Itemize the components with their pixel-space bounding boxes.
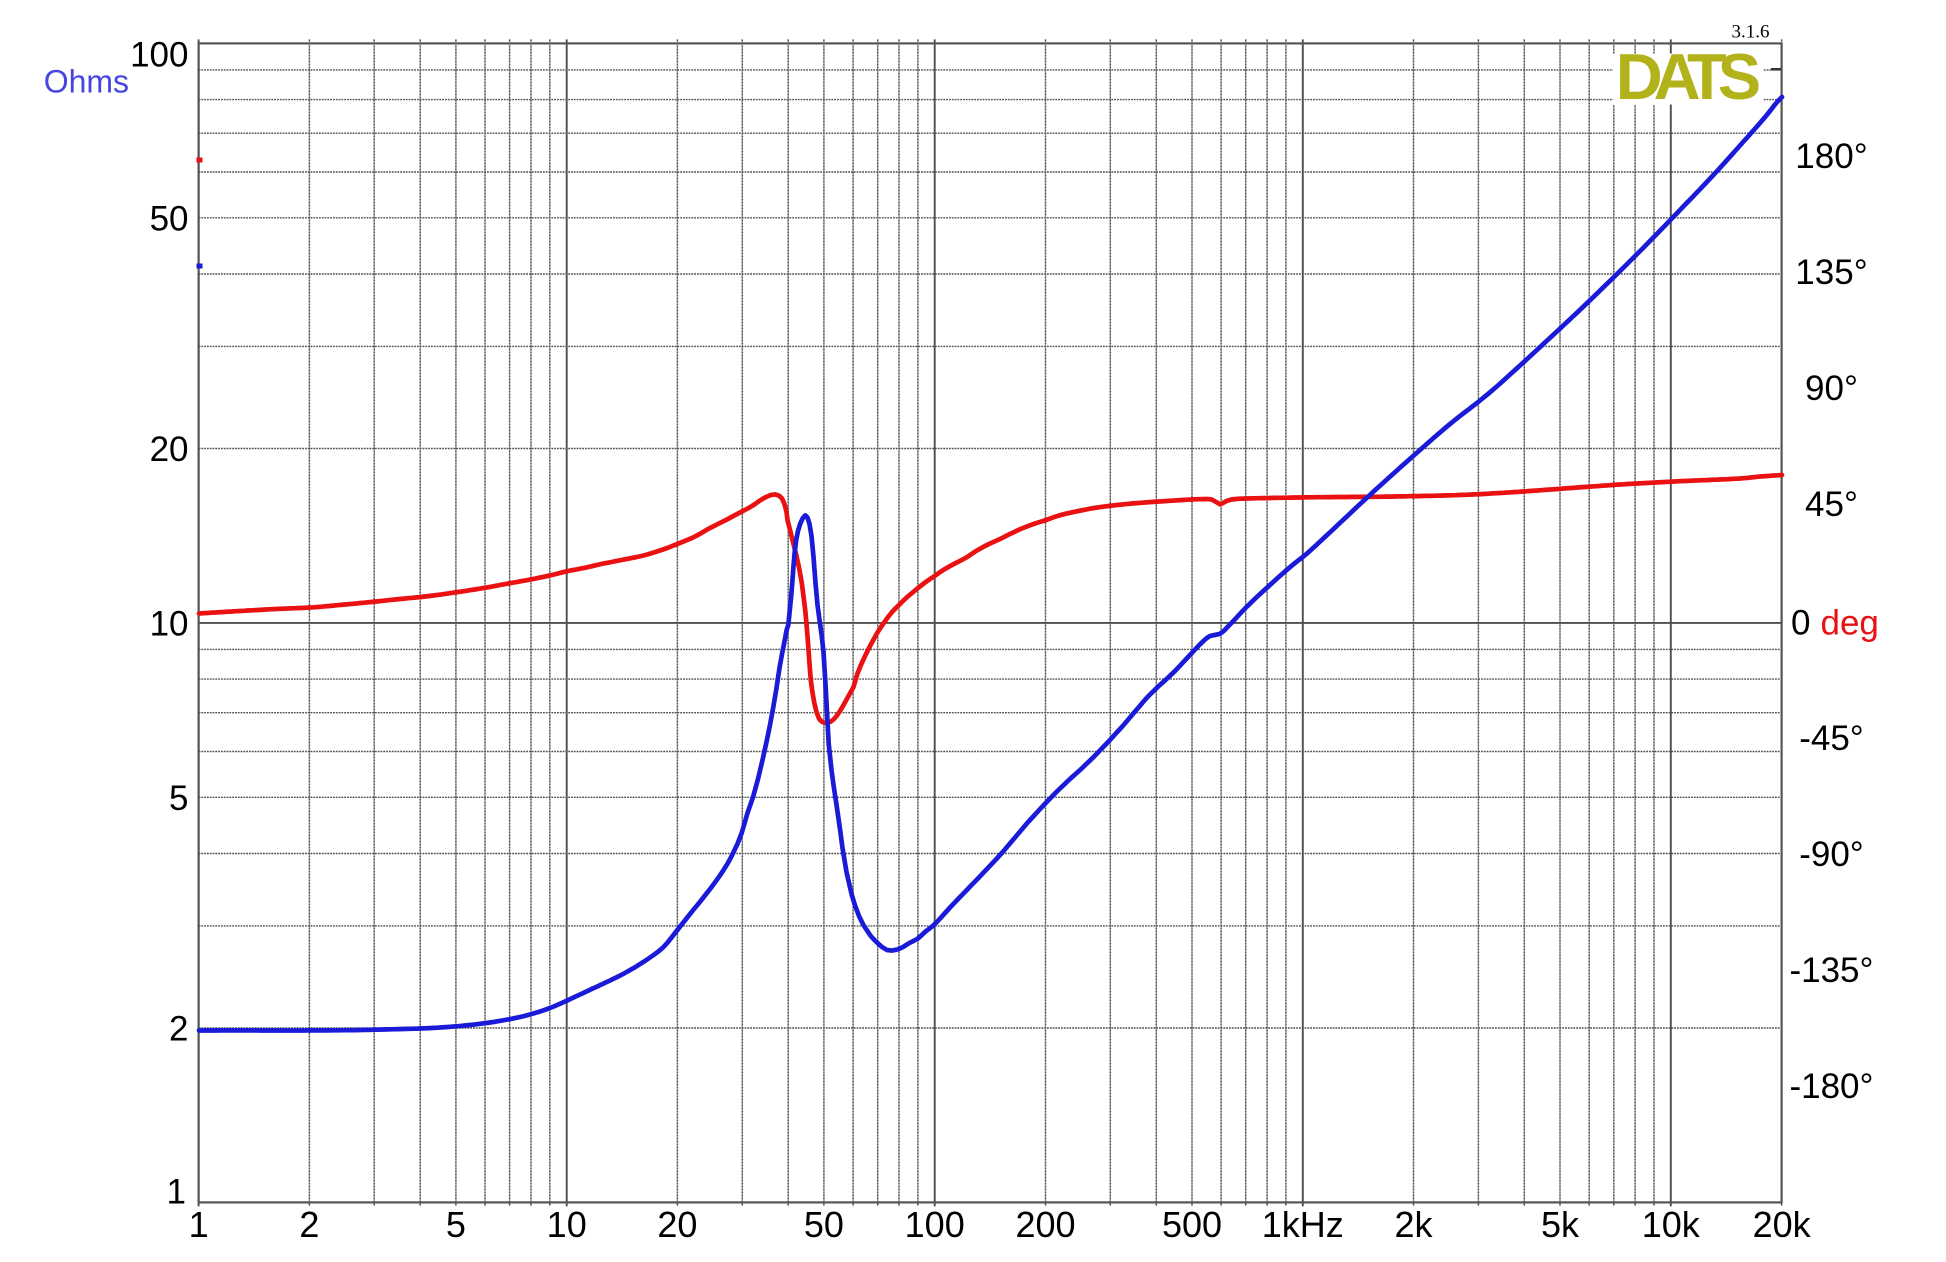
svg-text:5: 5 xyxy=(446,1204,466,1245)
svg-text:20: 20 xyxy=(657,1204,697,1245)
svg-text:5k: 5k xyxy=(1541,1204,1580,1245)
svg-text:20k: 20k xyxy=(1753,1204,1812,1245)
svg-text:10k: 10k xyxy=(1642,1204,1701,1245)
svg-text:DATS: DATS xyxy=(1616,40,1759,113)
svg-text:-90°: -90° xyxy=(1799,835,1864,874)
svg-text:-45°: -45° xyxy=(1799,719,1864,758)
svg-text:200: 200 xyxy=(1015,1204,1075,1245)
svg-text:10: 10 xyxy=(150,605,189,644)
svg-text:20: 20 xyxy=(150,430,189,469)
svg-text:135°: 135° xyxy=(1795,253,1867,292)
svg-text:2k: 2k xyxy=(1394,1204,1433,1245)
svg-text:3.1.6: 3.1.6 xyxy=(1732,22,1770,43)
svg-text:10: 10 xyxy=(547,1204,587,1245)
svg-text:180°: 180° xyxy=(1795,137,1867,176)
svg-text:2: 2 xyxy=(299,1204,319,1245)
svg-text:90°: 90° xyxy=(1805,369,1858,408)
svg-text:0: 0 xyxy=(1791,603,1810,642)
svg-text:1kHz: 1kHz xyxy=(1262,1204,1344,1245)
svg-text:5: 5 xyxy=(169,779,188,818)
svg-text:50: 50 xyxy=(804,1204,844,1245)
svg-text:-135°: -135° xyxy=(1789,951,1873,990)
svg-text:1: 1 xyxy=(189,1204,209,1245)
svg-text:deg: deg xyxy=(1821,603,1879,642)
svg-text:100: 100 xyxy=(905,1204,965,1245)
svg-text:100: 100 xyxy=(130,36,188,75)
svg-text:-180°: -180° xyxy=(1789,1067,1873,1106)
svg-text:2: 2 xyxy=(169,1010,188,1049)
svg-text:Ohms: Ohms xyxy=(44,64,129,100)
svg-text:50: 50 xyxy=(150,199,189,238)
svg-text:45°: 45° xyxy=(1805,485,1858,524)
svg-text:1: 1 xyxy=(167,1173,186,1212)
svg-text:500: 500 xyxy=(1162,1204,1222,1245)
